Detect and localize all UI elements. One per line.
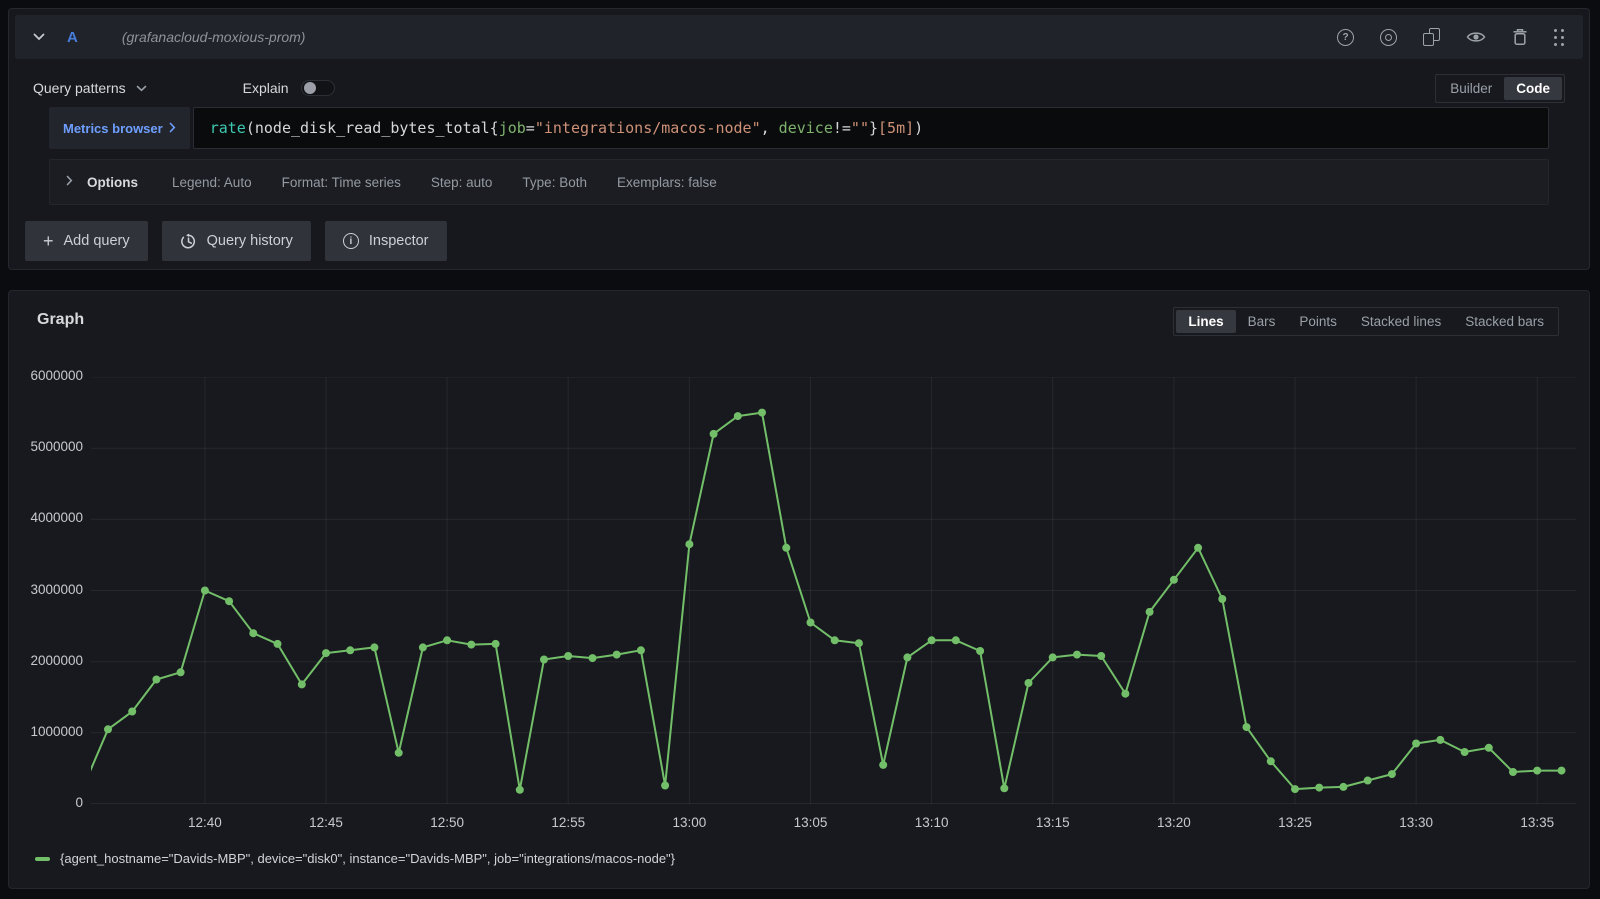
add-query-button[interactable]: + Add query — [25, 221, 148, 261]
explain-toggle[interactable] — [300, 80, 335, 96]
graph-mode-stacked-lines[interactable]: Stacked lines — [1349, 310, 1453, 333]
inspector-button[interactable]: i Inspector — [324, 221, 447, 261]
x-tick-label: 13:35 — [1520, 815, 1555, 830]
x-tick-label: 12:55 — [551, 815, 586, 830]
query-row-header[interactable]: A (grafanacloud-moxious-prom) ? — [15, 15, 1583, 59]
chevron-right-icon — [169, 121, 176, 136]
explore-actions: + Add query Query history i Inspector — [25, 221, 447, 261]
options-summary: Legend: Auto Format: Time series Step: aut… — [172, 175, 717, 190]
code-token: } — [868, 119, 879, 137]
options-label: Options — [87, 174, 138, 190]
graph-mode-points[interactable]: Points — [1287, 310, 1349, 333]
x-tick-label: 13:00 — [672, 815, 707, 830]
x-tick-label: 13:25 — [1278, 815, 1312, 830]
y-tick-label: 0 — [75, 795, 83, 810]
query-toolbar-row: Query patterns Explain Builder Code — [33, 69, 1565, 107]
y-tick-label: 6000000 — [30, 368, 83, 383]
graph-panel: Graph Lines Bars Points Stacked lines Stacke… — [8, 290, 1590, 889]
code-token: , — [760, 119, 779, 137]
graph-panel-title: Graph — [37, 311, 85, 328]
remove-query-icon[interactable] — [1512, 28, 1528, 46]
y-tick-label: 2000000 — [30, 652, 83, 668]
legend-item[interactable]: {agent_hostname="Davids-MBP", device="di… — [35, 851, 675, 866]
query-history-button[interactable]: Query history — [161, 221, 311, 261]
editor-mode-code[interactable]: Code — [1504, 76, 1562, 100]
y-tick-label: 5000000 — [30, 439, 83, 455]
x-tick-label: 13:30 — [1399, 815, 1434, 830]
code-token: job — [498, 119, 526, 137]
graph-mode-lines[interactable]: Lines — [1176, 310, 1236, 333]
code-token: "" — [850, 119, 869, 137]
toggle-knob — [303, 82, 316, 94]
metrics-browser-button[interactable]: Metrics browser — [49, 107, 190, 149]
help-icon[interactable]: ? — [1337, 28, 1354, 46]
option-summary-item: Format: Time series — [281, 174, 401, 190]
editor-mode-group: Builder Code — [1435, 73, 1565, 103]
info-icon: i — [342, 233, 359, 249]
query-ref-id: A — [67, 28, 78, 46]
toggle-query-icon[interactable] — [1380, 28, 1397, 46]
x-tick-label: 12:45 — [309, 815, 343, 830]
x-tick-label: 13:20 — [1156, 815, 1191, 830]
promql-query-text: rate(node_disk_read_bytes_total{job="int… — [210, 119, 923, 137]
x-tick-label: 13:15 — [1035, 815, 1070, 830]
graph-mode-bars[interactable]: Bars — [1236, 310, 1288, 333]
graph-mode-stacked-bars[interactable]: Stacked bars — [1453, 310, 1556, 333]
editor-mode-builder[interactable]: Builder — [1438, 77, 1504, 100]
query-patterns-button[interactable]: Query patterns — [33, 80, 126, 96]
y-tick-label: 1000000 — [30, 723, 83, 739]
query-code-row: Metrics browser rate(node_disk_read_byte… — [49, 107, 1549, 149]
code-token: ) — [914, 119, 924, 137]
option-summary-item: Legend: Auto — [172, 174, 252, 190]
code-token: [5m] — [878, 119, 915, 137]
y-tick-label: 3000000 — [30, 581, 83, 597]
query-editor-panel: A (grafanacloud-moxious-prom) ? Query pa… — [8, 8, 1590, 270]
graph-display-mode-group: Lines Bars Points Stacked lines Stacked bars — [1173, 307, 1559, 336]
duplicate-query-icon[interactable] — [1423, 28, 1440, 46]
query-header-actions: ? — [1337, 28, 1565, 46]
option-summary-item: Type: Both — [522, 174, 587, 190]
code-token: "integrations/macos-node" — [534, 119, 761, 137]
x-tick-label: 12:40 — [187, 815, 222, 830]
history-icon — [180, 233, 197, 250]
code-token: rate — [209, 119, 246, 137]
y-tick-label: 4000000 — [30, 510, 83, 526]
explain-label: Explain — [242, 80, 289, 96]
promql-editor[interactable]: rate(node_disk_read_bytes_total{job="int… — [192, 107, 1549, 149]
code-token: = — [525, 119, 535, 137]
chevron-down-icon[interactable] — [136, 79, 147, 97]
plus-icon: + — [43, 231, 54, 251]
option-summary-item: Step: auto — [430, 174, 493, 190]
chevron-right-icon[interactable] — [66, 173, 73, 191]
query-options-row[interactable]: Options Legend: Auto Format: Time series S… — [49, 159, 1549, 205]
hide-response-icon[interactable] — [1466, 30, 1486, 44]
datasource-name: (grafanacloud-moxious-prom) — [121, 29, 306, 45]
x-tick-label: 12:50 — [430, 815, 464, 830]
collapse-query-icon[interactable] — [33, 33, 45, 41]
series-color-swatch — [35, 856, 50, 861]
x-tick-label: 13:05 — [793, 815, 828, 830]
code-token: device — [778, 119, 833, 137]
drag-handle-icon[interactable] — [1554, 28, 1565, 46]
series-label: {agent_hostname="Davids-MBP", device="di… — [60, 851, 676, 866]
code-token: != — [832, 119, 851, 137]
code-token: (node_disk_read_bytes_total{ — [245, 119, 499, 137]
option-summary-item: Exemplars: false — [616, 174, 717, 190]
graph-canvas[interactable] — [91, 377, 1576, 804]
x-tick-label: 13:10 — [914, 815, 949, 830]
